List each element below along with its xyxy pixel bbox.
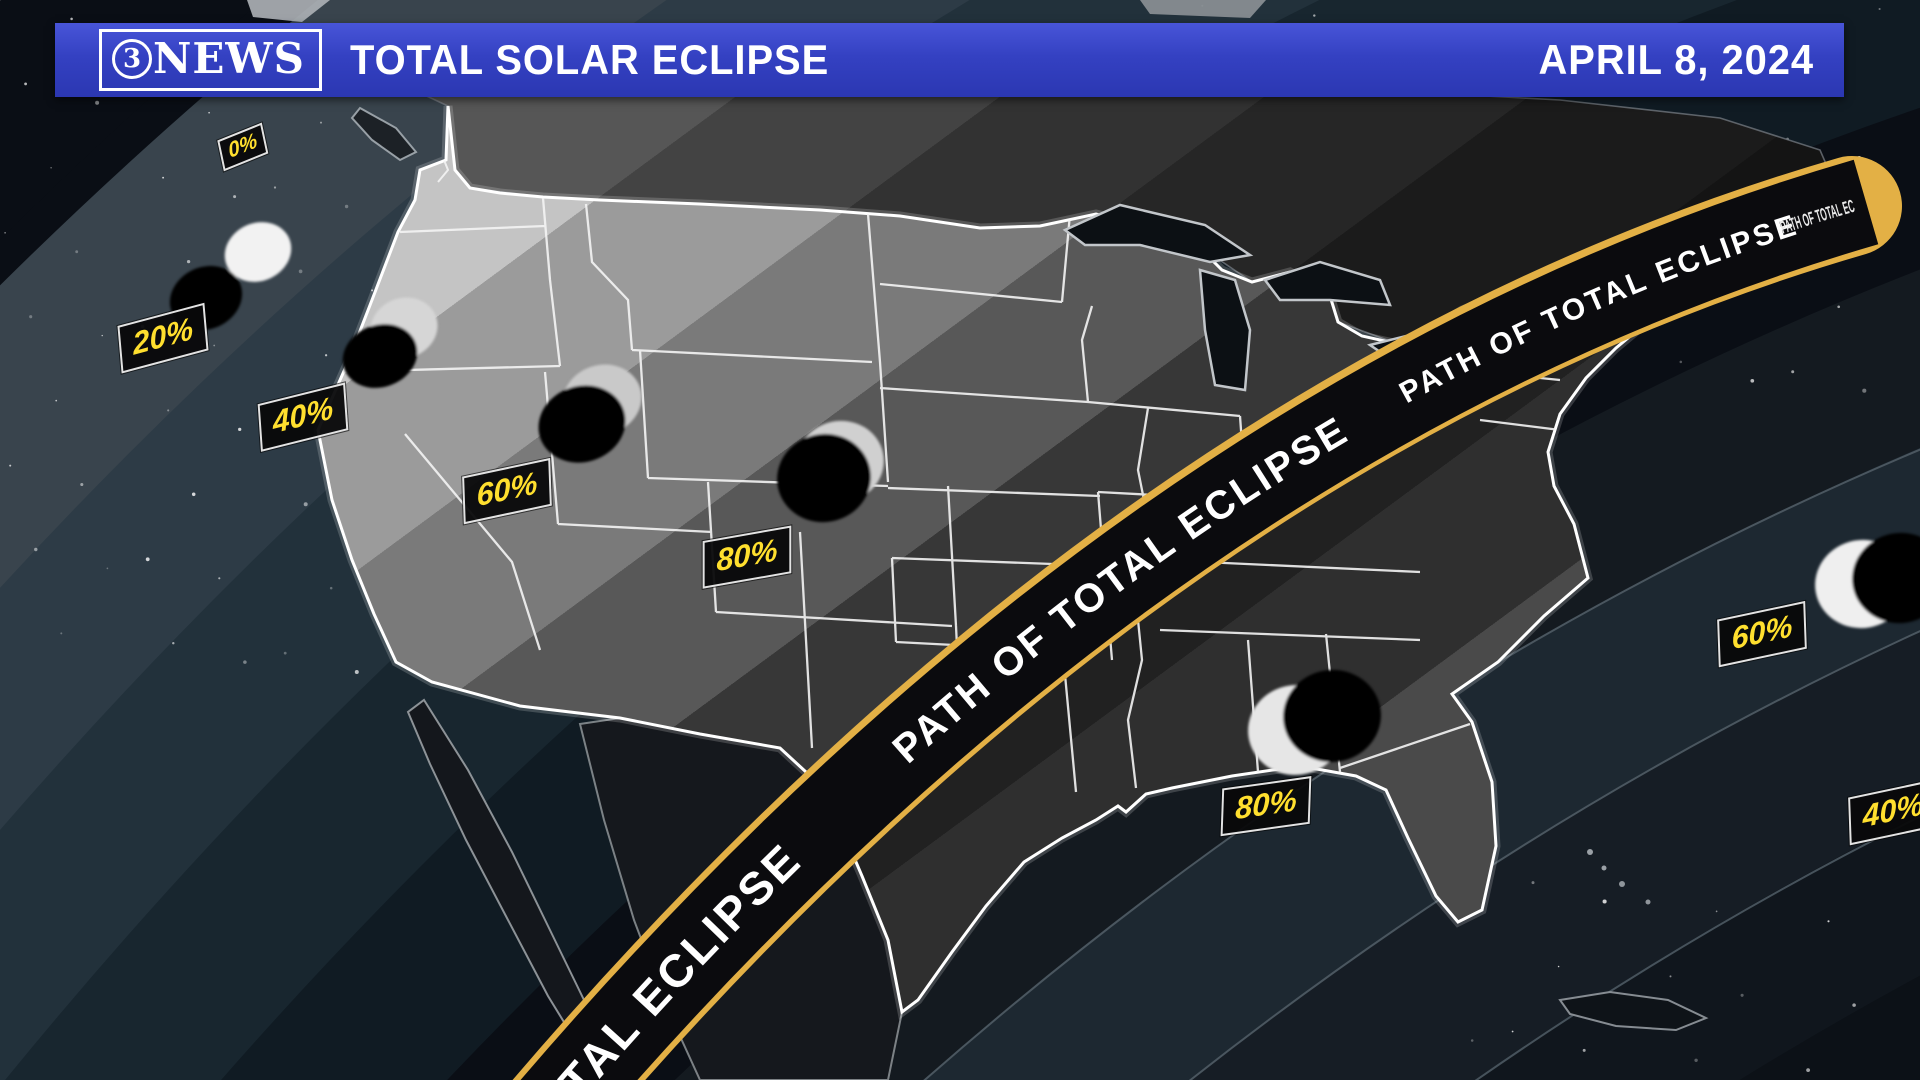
globe-slivers [247, 0, 1266, 22]
event-date: APRIL 8, 2024 [1538, 36, 1814, 83]
station-logo-name: NEWS [153, 34, 305, 83]
station-logo: 3 NEWS [99, 29, 322, 91]
vancouver-island [350, 106, 418, 162]
circled-3-icon: 3 [112, 39, 152, 79]
partial-eclipse-icon-nw-4 [777, 420, 884, 523]
header-bar: 3 NEWS TOTAL SOLAR ECLIPSE APRIL 8, 2024 [55, 23, 1844, 97]
eclipse-phase-icons [169, 222, 1920, 776]
partial-eclipse-icon-nw-2 [342, 297, 438, 388]
caribbean-islands [1558, 849, 1709, 1032]
partial-eclipse-icon-nw-3 [538, 364, 642, 463]
partial-eclipse-icon-east [1815, 532, 1920, 629]
partial-eclipse-icon-se [1248, 669, 1381, 776]
page-title: TOTAL SOLAR ECLIPSE [349, 36, 830, 83]
